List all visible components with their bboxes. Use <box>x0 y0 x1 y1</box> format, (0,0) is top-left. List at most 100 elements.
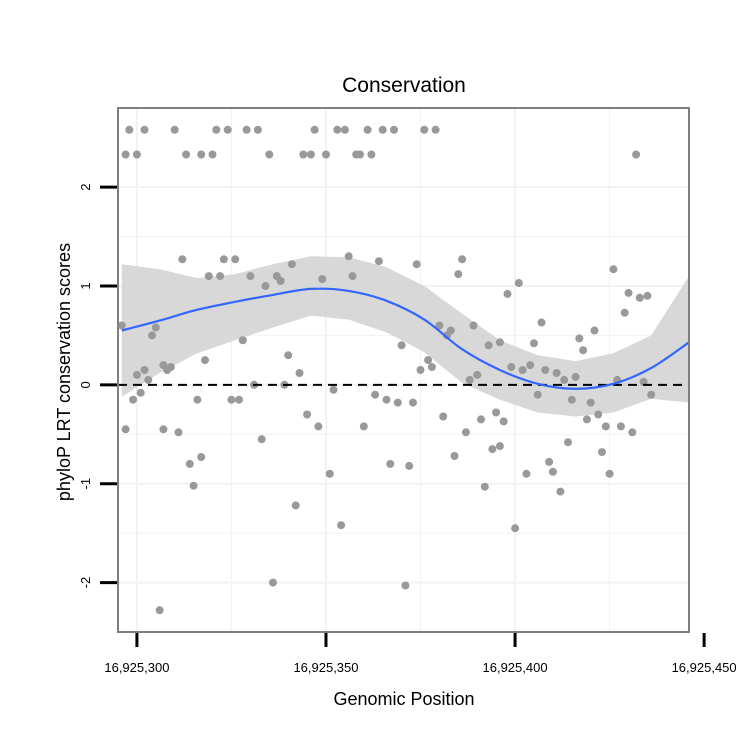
data-point <box>628 428 637 437</box>
data-point <box>257 435 266 444</box>
data-point <box>586 398 595 407</box>
data-point <box>121 425 130 434</box>
data-point <box>216 272 225 281</box>
data-point <box>598 448 606 457</box>
smooth-trend-line <box>121 287 690 390</box>
data-point <box>556 487 565 496</box>
plot-panel <box>117 107 690 633</box>
data-point <box>344 252 353 261</box>
data-point <box>488 445 497 454</box>
data-point <box>571 372 580 381</box>
data-point <box>564 438 572 447</box>
data-point <box>409 398 417 407</box>
data-point <box>503 289 512 298</box>
data-point <box>526 361 535 370</box>
data-point <box>265 150 274 159</box>
data-point <box>333 125 342 134</box>
data-point <box>594 410 603 419</box>
data-point <box>616 422 625 431</box>
data-point <box>635 293 644 302</box>
data-point <box>371 390 380 399</box>
data-point <box>582 415 591 424</box>
data-point <box>609 265 618 274</box>
data-point <box>284 351 293 360</box>
data-point <box>632 150 641 159</box>
data-point <box>552 369 561 377</box>
x-axis: 16,925,300 16,925,350 16,925,400 16,925,450 <box>104 633 737 675</box>
data-point <box>306 150 315 159</box>
data-point <box>132 370 141 379</box>
data-point <box>132 150 141 159</box>
data-point <box>461 428 470 437</box>
data-point <box>212 125 221 134</box>
data-point <box>219 255 228 264</box>
data-point <box>235 395 243 404</box>
data-point <box>518 366 527 374</box>
x-tick-label: 16,925,300 <box>104 660 169 675</box>
data-points <box>117 125 656 615</box>
data-point <box>121 150 130 159</box>
y-tick-label: -2 <box>78 577 93 589</box>
data-point <box>397 341 406 350</box>
data-point <box>322 150 330 159</box>
data-point <box>405 461 414 470</box>
data-point <box>148 331 156 340</box>
data-point <box>299 150 308 159</box>
data-point <box>431 125 440 134</box>
data-point <box>204 272 213 281</box>
data-point <box>522 469 531 478</box>
data-point <box>450 452 459 460</box>
data-point <box>140 125 149 134</box>
data-point <box>579 346 588 355</box>
data-point <box>446 326 455 335</box>
data-point <box>533 390 542 399</box>
data-point <box>605 469 614 478</box>
data-point <box>329 385 338 394</box>
data-point <box>647 390 656 399</box>
x-tick-label: 16,925,450 <box>672 660 737 675</box>
data-point <box>155 606 164 615</box>
data-point <box>208 150 217 159</box>
data-point <box>348 272 357 281</box>
data-point <box>548 467 557 476</box>
data-point <box>374 257 383 266</box>
data-point <box>492 408 501 417</box>
data-point <box>314 422 323 431</box>
data-point <box>511 524 520 533</box>
data-point <box>560 375 569 384</box>
data-point <box>386 459 395 468</box>
data-point <box>125 125 134 134</box>
data-point <box>401 581 410 590</box>
data-point <box>166 363 175 371</box>
data-point <box>477 415 485 424</box>
data-point <box>590 326 599 335</box>
data-point <box>412 260 421 269</box>
data-point <box>144 375 153 384</box>
data-point <box>261 282 270 290</box>
data-point <box>295 369 304 377</box>
chart-title: Conservation <box>342 74 466 97</box>
data-point <box>393 398 402 407</box>
data-point <box>390 125 398 134</box>
data-point <box>435 321 444 330</box>
data-point <box>363 125 372 134</box>
data-point <box>151 323 160 332</box>
data-point <box>367 150 376 159</box>
y-axis: -2 -1 0 1 2 <box>78 183 117 588</box>
data-point <box>382 395 391 404</box>
data-point <box>197 453 206 461</box>
data-point <box>378 125 387 134</box>
data-point <box>159 425 168 434</box>
data-point <box>359 422 368 431</box>
data-point <box>643 291 652 300</box>
data-point <box>537 318 546 327</box>
data-point <box>185 459 194 468</box>
y-axis-label: phyloP LRT conservation scores <box>54 243 74 501</box>
data-point <box>325 469 334 478</box>
data-point <box>601 422 610 431</box>
data-point <box>439 412 448 421</box>
data-point <box>253 125 262 134</box>
x-axis-label: Genomic Position <box>333 689 474 709</box>
data-point <box>340 125 349 134</box>
